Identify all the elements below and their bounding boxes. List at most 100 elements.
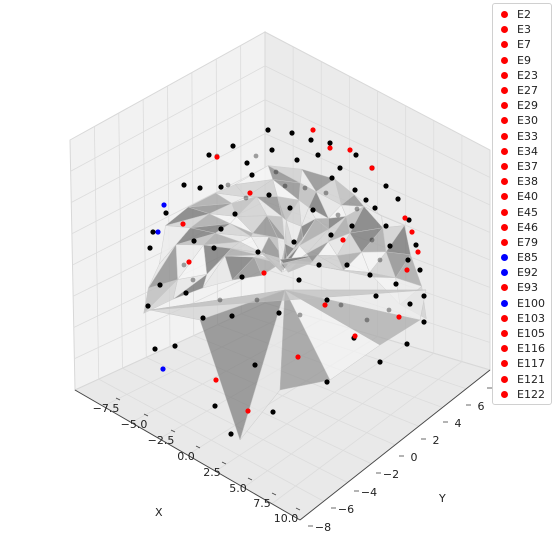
y-tick-label: −2 <box>383 468 399 481</box>
legend-label: E85 <box>517 251 538 265</box>
data-point-black <box>337 165 343 171</box>
data-point-red <box>322 302 328 308</box>
data-point-red <box>261 270 267 276</box>
data-point-faded <box>297 312 303 318</box>
legend-item: E85 <box>493 250 551 265</box>
legend-marker <box>501 223 508 231</box>
legend-marker <box>501 314 508 322</box>
data-point-black <box>206 152 212 158</box>
legend-marker <box>501 56 508 64</box>
data-point-black <box>406 217 412 223</box>
data-point-black <box>349 223 355 229</box>
data-point-black <box>163 210 169 216</box>
data-point-red <box>402 215 408 221</box>
data-point-black <box>157 282 163 288</box>
legend-item: E92 <box>493 265 551 280</box>
legend-item: E122 <box>493 387 551 402</box>
data-point-black <box>211 245 217 251</box>
electrode-points <box>145 127 427 437</box>
data-point-black <box>291 239 297 245</box>
x-tick-label: 10.0 <box>274 512 299 525</box>
data-point-black <box>372 205 378 211</box>
data-point-faded <box>386 307 392 313</box>
grid-line <box>93 126 100 380</box>
legend-label: E2 <box>517 8 531 22</box>
data-point-red <box>327 145 333 151</box>
grid-line <box>118 112 123 369</box>
data-point-black <box>405 257 411 263</box>
y-tick-label: 0 <box>411 451 418 464</box>
data-point-black <box>172 343 178 349</box>
data-point-black <box>152 346 158 352</box>
x-tick-mark <box>195 445 201 449</box>
legend-label: E3 <box>517 23 531 37</box>
data-point-black <box>249 172 255 178</box>
data-point-black <box>287 205 293 211</box>
legend-item: E121 <box>493 372 551 387</box>
data-point-black <box>276 310 282 316</box>
data-point-red <box>180 221 186 227</box>
legend-label: E122 <box>517 387 545 401</box>
legend-marker <box>501 208 508 216</box>
legend-item: E30 <box>493 113 551 128</box>
legend-item: E7 <box>493 37 551 52</box>
data-point-black <box>421 319 427 325</box>
data-point-blue <box>155 229 161 235</box>
x-tick-label: −7.5 <box>93 402 120 415</box>
legend-marker <box>501 299 508 307</box>
data-point-black <box>289 130 295 136</box>
data-point-black <box>344 262 350 268</box>
data-point-blue <box>160 366 166 372</box>
legend-item: E117 <box>493 356 551 371</box>
data-point-black <box>255 249 261 255</box>
data-point-black <box>229 313 235 319</box>
data-point-faded <box>273 169 279 175</box>
data-point-black <box>150 229 156 235</box>
y-tick-label: −4 <box>361 486 377 499</box>
data-point-faded <box>323 190 329 196</box>
legend-label: E105 <box>517 327 545 341</box>
legend-label: E40 <box>517 190 538 204</box>
data-point-red <box>347 147 353 153</box>
data-point-black <box>218 226 224 232</box>
data-point-black <box>191 238 197 244</box>
legend-marker <box>501 41 508 49</box>
y-tick-label: 2 <box>433 434 440 447</box>
x-tick-label: 7.5 <box>253 497 271 510</box>
legend-label: E92 <box>517 266 538 280</box>
legend-marker <box>501 360 508 368</box>
data-point-faded <box>181 262 187 268</box>
grid-line <box>142 99 147 358</box>
data-point-faded <box>282 183 288 189</box>
data-point-faded <box>369 237 375 243</box>
data-point-black <box>269 147 275 153</box>
data-point-black <box>310 207 316 213</box>
legend-item: E116 <box>493 341 551 356</box>
data-point-black <box>315 152 321 158</box>
data-point-faded <box>377 257 383 263</box>
x-tick-label: 2.5 <box>203 466 221 479</box>
y-tick-label: 4 <box>455 417 462 430</box>
legend-item: E103 <box>493 311 551 326</box>
legend-item: E23 <box>493 68 551 83</box>
y-tick-label: −6 <box>338 503 354 516</box>
x-tick-mark <box>247 477 253 481</box>
legend-label: E116 <box>517 342 545 356</box>
data-point-faded <box>338 302 344 308</box>
x-tick-label: 0.0 <box>177 450 195 463</box>
data-point-black <box>367 272 373 278</box>
data-point-black <box>294 157 300 163</box>
legend-label: E9 <box>517 53 531 67</box>
data-point-faded <box>243 195 249 201</box>
data-point-black <box>212 403 218 409</box>
x-tick-label: 5.0 <box>229 482 247 495</box>
legend-item: E3 <box>493 22 551 37</box>
data-point-blue <box>161 202 167 208</box>
legend-item: E33 <box>493 129 551 144</box>
y-axis-line <box>299 369 491 521</box>
axis-panes <box>69 31 492 521</box>
data-point-faded <box>254 297 260 303</box>
legend-marker <box>501 193 508 201</box>
data-point-black <box>181 182 187 188</box>
